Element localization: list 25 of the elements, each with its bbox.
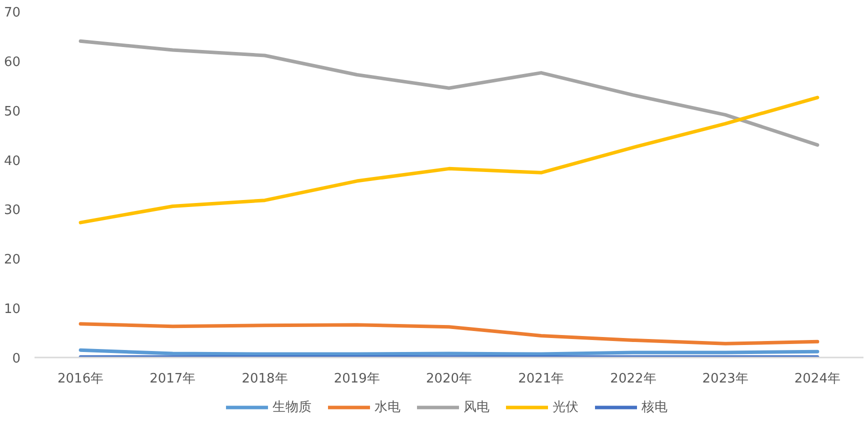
x-tick-label: 2023年	[702, 372, 748, 386]
y-tick-label: 30	[4, 203, 21, 218]
x-tick-label: 2022年	[610, 372, 656, 386]
y-tick-label: 20	[4, 252, 21, 268]
x-tick-label: 2019年	[334, 372, 380, 386]
legend-label: 生物质	[272, 399, 312, 416]
y-tick-label: 70	[4, 6, 21, 20]
x-tick-label: 2021年	[518, 372, 564, 386]
y-tick-label: 40	[4, 154, 21, 169]
x-tick-label: 2020年	[426, 372, 472, 386]
x-tick-label: 2017年	[150, 372, 196, 386]
legend-label: 风电	[464, 399, 490, 416]
y-tick-label: 10	[4, 302, 21, 318]
x-tick-label: 2016年	[58, 372, 104, 386]
y-tick-label: 0	[12, 352, 21, 366]
legend-label: 光伏	[552, 399, 578, 416]
x-tick-label: 2018年	[242, 372, 288, 386]
line-series	[78, 96, 820, 224]
x-tick-label: 2024年	[794, 372, 840, 386]
legend-label: 核电	[642, 399, 668, 416]
legend-label: 水电	[374, 399, 400, 416]
y-tick-label: 60	[4, 54, 21, 70]
line-series	[78, 39, 820, 147]
line-series	[78, 322, 820, 346]
y-tick-label: 50	[4, 104, 21, 120]
